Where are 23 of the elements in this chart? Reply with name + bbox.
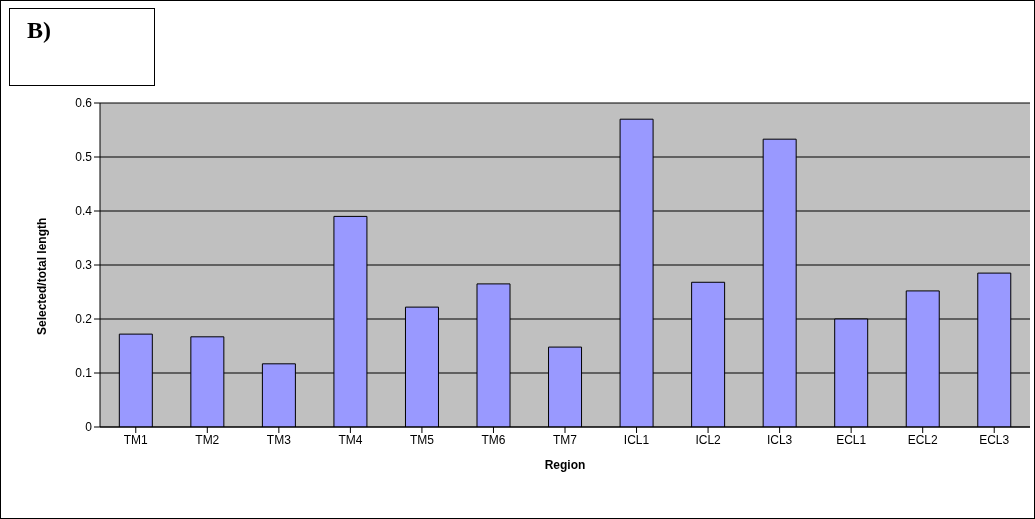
- x-tick-label: TM7: [553, 432, 578, 447]
- y-axis-title: Selected/total length: [35, 217, 50, 335]
- x-tick-label: TM5: [409, 432, 435, 447]
- x-tick-label: ICL3: [766, 432, 793, 447]
- y-tick-label: 0.2: [75, 312, 93, 327]
- x-tick-label: TM6: [481, 432, 506, 447]
- chart-title: B): [9, 8, 155, 86]
- x-axis-title: Region: [544, 458, 586, 472]
- x-tick-label: ECL2: [907, 432, 939, 447]
- x-tick-label: TM3: [266, 432, 292, 447]
- x-tick-label: TM2: [195, 432, 220, 447]
- y-tick-label: 0.6: [75, 96, 93, 111]
- y-tick-label: 0.4: [75, 204, 93, 219]
- x-tick-label: ICL1: [623, 432, 650, 447]
- x-tick-label: TM1: [123, 432, 149, 447]
- y-tick-label: 0: [85, 420, 93, 435]
- y-tick-label: 0.3: [75, 258, 93, 273]
- y-tick-label: 0.1: [75, 366, 93, 381]
- x-tick-label: ECL1: [836, 432, 867, 447]
- x-tick-label: ICL2: [695, 432, 722, 447]
- y-tick-label: 0.5: [75, 150, 93, 165]
- x-tick-label: ECL3: [979, 432, 1010, 447]
- x-tick-label: TM4: [338, 432, 363, 447]
